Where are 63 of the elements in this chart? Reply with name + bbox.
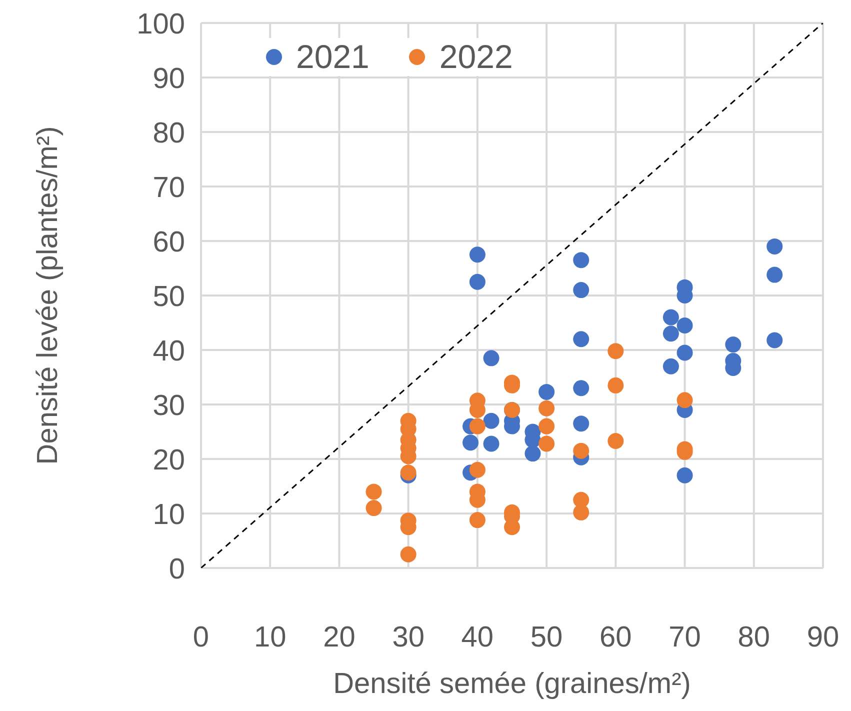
y-tick-label: 100 xyxy=(136,8,185,40)
point xyxy=(573,282,590,298)
y-tick-label: 10 xyxy=(152,498,185,531)
point xyxy=(366,484,382,500)
point xyxy=(538,400,555,416)
point xyxy=(462,434,479,451)
y-tick-label: 20 xyxy=(152,444,185,476)
point xyxy=(573,252,590,268)
point xyxy=(469,462,486,478)
point xyxy=(676,392,693,408)
y-tick-label: 0 xyxy=(168,553,185,586)
point xyxy=(676,344,693,361)
point xyxy=(608,377,624,394)
y-tick-label: 60 xyxy=(152,226,185,258)
point xyxy=(608,433,624,450)
y-tick-label: 70 xyxy=(152,172,185,204)
point xyxy=(573,380,590,396)
point xyxy=(538,384,555,400)
y-tick-label: 30 xyxy=(152,390,185,422)
point xyxy=(573,331,590,348)
point xyxy=(524,446,541,462)
point xyxy=(573,442,590,459)
x-tick-label: 40 xyxy=(461,622,494,654)
x-tick-label: 50 xyxy=(530,622,563,654)
point xyxy=(608,343,624,360)
x-tick-label: 30 xyxy=(392,622,424,654)
point xyxy=(766,266,783,283)
point xyxy=(676,317,693,334)
point xyxy=(483,412,500,429)
x-tick-label: 70 xyxy=(668,622,701,654)
point xyxy=(469,274,486,290)
legend-label: 2021 xyxy=(296,38,370,76)
point xyxy=(662,309,679,326)
y-tick-label: 80 xyxy=(152,117,185,150)
y-tick-label: 50 xyxy=(152,280,185,313)
x-tick-label: 90 xyxy=(806,622,840,654)
point xyxy=(662,326,679,342)
point xyxy=(662,358,679,374)
point xyxy=(573,416,590,432)
x-tick-label: 60 xyxy=(600,622,632,654)
point xyxy=(766,238,783,254)
point xyxy=(483,350,500,366)
point xyxy=(538,418,555,434)
point xyxy=(400,546,416,562)
point xyxy=(573,504,590,520)
point xyxy=(725,336,742,353)
x-axis-title: Densité semée (graines/m²) xyxy=(333,668,691,700)
point xyxy=(366,500,382,516)
point xyxy=(469,512,486,528)
y-axis-title: Densité levée (plantes/m²) xyxy=(32,126,64,465)
x-tick-label: 10 xyxy=(254,622,286,654)
point xyxy=(469,246,486,263)
x-tick-label: 20 xyxy=(323,622,356,654)
point xyxy=(538,436,555,452)
point xyxy=(676,467,693,484)
point xyxy=(483,436,500,452)
x-tick-label: 0 xyxy=(192,622,210,654)
y-tick-label: 40 xyxy=(152,335,185,368)
x-tick-label: 80 xyxy=(738,622,770,654)
legend-label: 2022 xyxy=(439,38,513,76)
point xyxy=(469,418,486,434)
point xyxy=(766,332,783,348)
y-tick-label: 90 xyxy=(152,62,185,95)
